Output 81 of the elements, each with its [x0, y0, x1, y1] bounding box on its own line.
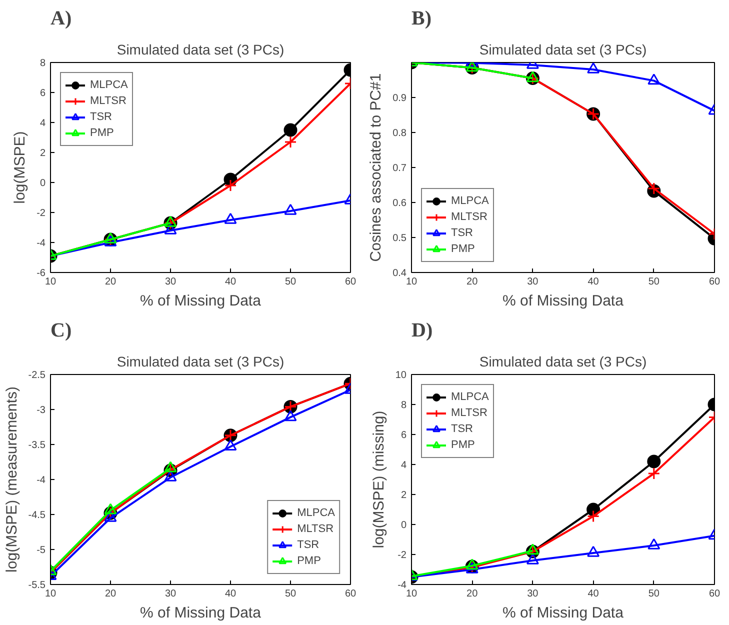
- y-tick-label: 0.8: [392, 128, 407, 139]
- y-tick-label: 8: [40, 58, 46, 69]
- legend-label: PMP: [297, 554, 321, 569]
- legend-label: MLPCA: [297, 506, 335, 521]
- y-tick-label: -4.5: [28, 510, 46, 521]
- x-tick-label: 40: [588, 276, 600, 288]
- y-tick-label: 8: [400, 400, 407, 411]
- x-tick-label: 60: [344, 276, 356, 288]
- y-tick-label: -4: [36, 238, 46, 249]
- legend-label: MLPCA: [90, 78, 128, 93]
- x-tick-label: 60: [344, 588, 356, 600]
- y-tick-label: 2: [400, 490, 407, 501]
- y-tick-label: 0.5: [392, 233, 407, 244]
- chart-title: Simulated data set (3 PCs): [479, 42, 647, 58]
- y-tick-label: 0: [40, 178, 46, 189]
- x-tick-label: 50: [648, 588, 660, 600]
- y-tick-label: 6: [400, 430, 407, 441]
- y-tick-label: 0: [400, 520, 407, 531]
- x-tick-label: 20: [466, 588, 478, 600]
- y-tick-label: 0.9: [392, 93, 407, 104]
- x-tick-label: 20: [104, 588, 116, 600]
- y-tick-label: -6: [36, 268, 46, 279]
- legend-label: MLTSR: [90, 94, 126, 109]
- chart-title: Simulated data set (3 PCs): [116, 42, 284, 58]
- y-tick-label: -5.5: [28, 580, 46, 591]
- legend-label: TSR: [451, 422, 473, 437]
- y-axis-title: log(MSPE): [12, 131, 29, 204]
- x-tick-label: 50: [648, 276, 660, 288]
- x-tick-label: 50: [284, 588, 296, 600]
- x-axis-title: % of Missing Data: [502, 604, 624, 622]
- x-tick-label: 30: [527, 276, 539, 288]
- legend-label: MLTSR: [451, 406, 488, 421]
- legend-label: TSR: [90, 110, 112, 125]
- x-tick-label: 60: [708, 588, 720, 600]
- x-tick-label: 60: [708, 276, 720, 288]
- y-tick-label: 0.7: [392, 163, 407, 174]
- legend-label: MLPCA: [451, 194, 489, 209]
- y-tick-label: 10: [395, 370, 407, 381]
- y-tick-label: -2: [398, 550, 407, 561]
- legend-label: PMP: [451, 242, 475, 257]
- y-tick-label: 4: [400, 460, 407, 471]
- x-axis-title: % of Missing Data: [140, 604, 262, 622]
- y-axis-title: log(MSPE) (measurements): [3, 386, 20, 572]
- y-tick-label: -3.5: [28, 440, 46, 451]
- y-axis-title: log(MSPE) (missing): [370, 410, 388, 548]
- x-tick-label: 40: [224, 588, 236, 600]
- legend-label: PMP: [90, 126, 114, 141]
- y-tick-label: -2: [36, 208, 46, 219]
- y-tick-label: -4: [36, 475, 46, 486]
- legend-label: MLTSR: [297, 522, 334, 537]
- chart-title: Simulated data set (3 PCs): [479, 354, 647, 370]
- x-axis-title: % of Missing Data: [140, 292, 262, 310]
- x-tick-label: 30: [527, 588, 539, 600]
- text: C): [50, 320, 72, 342]
- y-tick-label: 0.6: [392, 198, 407, 209]
- y-tick-label: -5: [36, 545, 46, 556]
- y-tick-label: -3: [36, 405, 46, 416]
- text: D): [412, 320, 433, 342]
- legend-label: MLPCA: [451, 390, 489, 405]
- x-tick-label: 30: [164, 588, 176, 600]
- chart-title: Simulated data set (3 PCs): [116, 354, 284, 370]
- x-tick-label: 20: [466, 276, 478, 288]
- x-tick-label: 50: [284, 276, 296, 288]
- legend-label: MLTSR: [451, 210, 488, 225]
- y-tick-label: 4: [40, 118, 46, 129]
- y-tick-label: -4: [398, 580, 407, 591]
- legend-label: TSR: [451, 226, 473, 241]
- x-tick-label: 40: [588, 588, 600, 600]
- legend-label: PMP: [451, 438, 475, 453]
- x-tick-label: 40: [224, 276, 236, 288]
- text: A): [50, 8, 72, 30]
- y-tick-label: 6: [40, 88, 46, 99]
- y-tick-label: 2: [40, 148, 46, 159]
- y-tick-label: -2.5: [28, 370, 46, 381]
- y-tick-label: 0.4: [392, 268, 407, 279]
- x-tick-label: 30: [164, 276, 176, 288]
- text: B): [412, 8, 432, 30]
- legend-label: TSR: [297, 538, 320, 553]
- x-tick-label: 20: [104, 276, 116, 288]
- y-axis-title: Cosines associated to PC#1: [368, 73, 385, 262]
- x-axis-title: % of Missing Data: [502, 292, 624, 310]
